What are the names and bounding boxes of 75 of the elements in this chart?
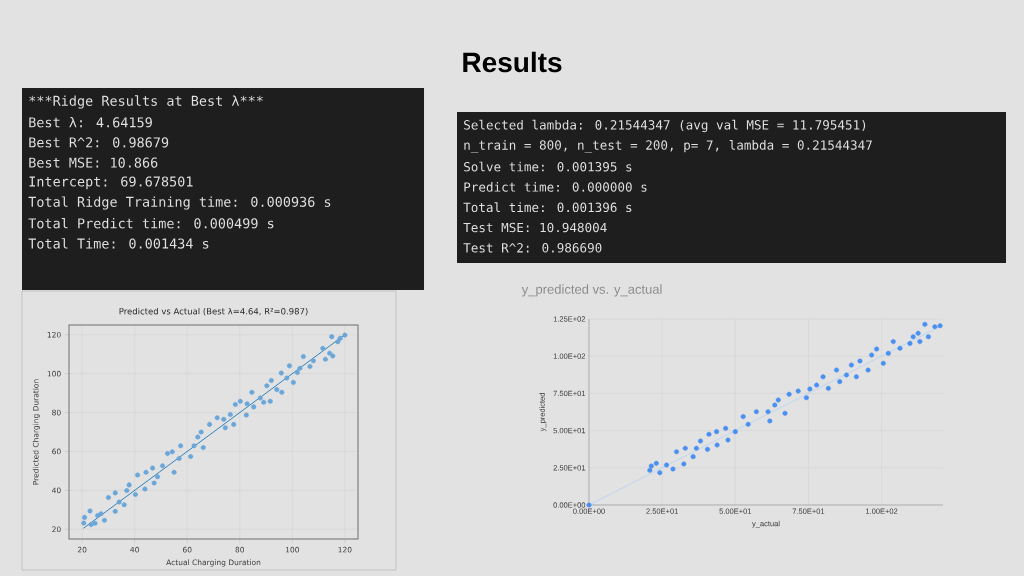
point bbox=[795, 388, 801, 394]
point bbox=[932, 324, 938, 330]
point bbox=[740, 414, 746, 420]
point bbox=[723, 425, 729, 431]
text: Best R^2: 0.98679 bbox=[29, 137, 169, 148]
text: Best MSE: 10.866 bbox=[29, 157, 158, 168]
point bbox=[922, 321, 928, 327]
point bbox=[648, 463, 654, 469]
point bbox=[682, 445, 688, 451]
point bbox=[647, 467, 653, 473]
point bbox=[885, 350, 891, 356]
point bbox=[890, 339, 896, 345]
text: Test MSE: 10.948004 bbox=[463, 222, 607, 233]
point bbox=[714, 442, 720, 448]
point bbox=[706, 431, 712, 437]
point bbox=[753, 409, 759, 415]
point bbox=[869, 352, 875, 358]
point bbox=[814, 382, 820, 388]
text: Ridge Results at Best λ bbox=[53, 95, 240, 109]
point bbox=[807, 386, 813, 392]
point bbox=[653, 460, 659, 466]
point bbox=[917, 339, 923, 345]
point bbox=[775, 397, 781, 403]
text: Total time: 0.001396 s bbox=[463, 202, 632, 213]
point bbox=[673, 449, 679, 455]
point bbox=[837, 379, 843, 385]
point bbox=[925, 334, 931, 340]
text: Test R^2: 0.986690 bbox=[463, 243, 602, 253]
point bbox=[765, 409, 771, 415]
point bbox=[725, 437, 731, 443]
chart-title: Predicted vs Actual (Best λ=4.64, R²=0.987) bbox=[119, 307, 308, 316]
point bbox=[690, 454, 696, 460]
point bbox=[664, 462, 670, 468]
point bbox=[843, 372, 849, 378]
text: Intercept: 69.678501 bbox=[29, 176, 193, 190]
chart-title: y_predicted vs. y_actual bbox=[521, 284, 662, 297]
point bbox=[693, 445, 699, 451]
point bbox=[834, 367, 840, 373]
point bbox=[772, 402, 778, 408]
point bbox=[732, 429, 738, 435]
point bbox=[857, 358, 863, 364]
point bbox=[657, 470, 663, 476]
text: Total Ridge Training time: 0.000936 s bbox=[28, 196, 331, 210]
point bbox=[865, 367, 871, 373]
point bbox=[745, 421, 751, 427]
point bbox=[705, 446, 710, 452]
text: Solve time: 0.001395 s bbox=[464, 161, 632, 172]
text: Best λ: 4.64159 bbox=[29, 116, 152, 128]
point bbox=[848, 362, 854, 368]
point bbox=[803, 395, 809, 401]
point bbox=[907, 340, 913, 346]
text: Selected lambda: 0.21544347 (avg val MSE = 11.795451) bbox=[464, 119, 866, 133]
point bbox=[820, 374, 826, 380]
point bbox=[897, 345, 903, 351]
text: Total Time: 0.001434 s bbox=[28, 238, 209, 249]
text: Results bbox=[463, 51, 562, 73]
point bbox=[767, 418, 773, 424]
point bbox=[880, 360, 886, 366]
point bbox=[853, 374, 859, 380]
point bbox=[825, 385, 831, 391]
point bbox=[786, 391, 792, 397]
text: n_train = 800, n_test = 200, p= 7, lambda = 0.21544347 bbox=[464, 140, 872, 153]
point bbox=[937, 323, 943, 329]
point bbox=[681, 461, 687, 467]
point bbox=[874, 346, 880, 352]
text: Total Predict time: 0.000499 s bbox=[28, 217, 274, 229]
text: *** bbox=[29, 95, 52, 102]
point bbox=[910, 334, 916, 340]
point bbox=[782, 410, 788, 416]
point bbox=[915, 330, 921, 336]
point bbox=[714, 429, 720, 435]
point bbox=[670, 466, 676, 472]
text: Predict time: 0.000000 s bbox=[464, 182, 647, 192]
point bbox=[697, 438, 703, 444]
text: *** bbox=[240, 95, 263, 102]
